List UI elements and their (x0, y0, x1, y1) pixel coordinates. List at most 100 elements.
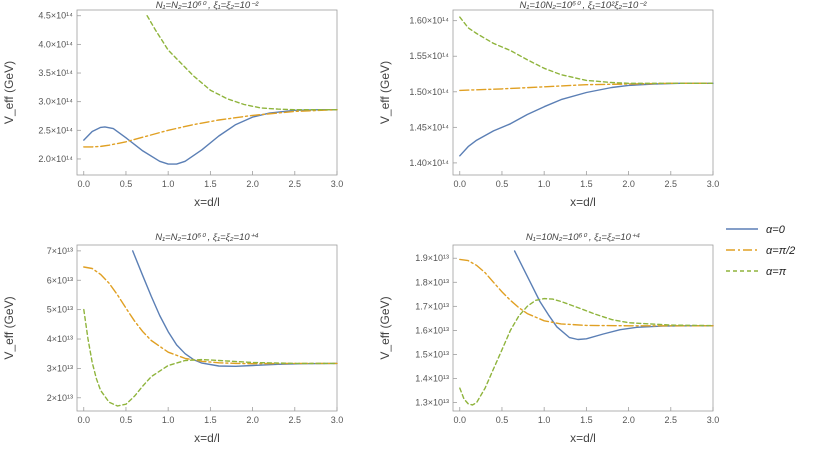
panel-title: N₁=10N₂=10⁶⁰ , ξ₁=ξ₂=10⁺⁴ (526, 232, 640, 243)
panel-bottom-right: 0.0 0.5 1.0 1.5 2.0 2.5 3.0 1.3×10¹³ 1.4×10¹³ 1.5… (378, 232, 719, 445)
y-tick-label: 2×10¹³ (47, 393, 73, 403)
x-tick-label: 0.0 (77, 415, 90, 425)
y-tick-label: 1.9×10¹³ (415, 253, 449, 263)
y-tick-label: 4×10¹³ (47, 334, 73, 344)
plot-frame (452, 9, 714, 176)
series-group (459, 16, 714, 157)
y-tick-label: 6×10¹³ (47, 275, 73, 285)
series-line (83, 266, 338, 365)
tick-group: 0.0 0.5 1.0 1.5 2.0 2.5 3.0 2.0×10¹⁴ 2.5×10¹⁴ 3.0… (38, 11, 343, 189)
y-tick-label: 2.5×10¹⁴ (38, 125, 73, 135)
y-tick-label: 4.0×10¹⁴ (38, 39, 73, 49)
x-tick-label: 2.5 (665, 415, 678, 425)
x-tick-label: 1.0 (538, 415, 551, 425)
series-line (83, 108, 338, 165)
series-line (459, 297, 714, 406)
x-tick-label: 2.5 (289, 415, 302, 425)
series-line (83, 108, 338, 148)
y-tick-label: 3×10¹³ (47, 363, 73, 373)
y-axis-label: V_eff (GeV) (2, 296, 16, 359)
series-line (459, 16, 714, 85)
plot-frame (76, 244, 338, 412)
y-tick-label: 3.5×10¹⁴ (38, 68, 73, 78)
y-axis-label: V_eff (GeV) (378, 296, 392, 359)
x-axis-label: x=d/l (570, 431, 596, 445)
series-line (459, 82, 714, 157)
tick-group: 0.0 0.5 1.0 1.5 2.0 2.5 3.0 1.40×10¹⁴ 1.45×10¹⁴ 1… (409, 16, 719, 189)
y-tick-label: 1.6×10¹³ (415, 325, 449, 335)
series-line (131, 250, 338, 367)
x-tick-label: 3.0 (707, 415, 720, 425)
series-group (83, 14, 338, 165)
x-tick-label: 2.5 (289, 179, 302, 189)
x-tick-label: 2.0 (246, 415, 259, 425)
plot-frame (76, 9, 338, 176)
x-tick-label: 0.5 (496, 415, 509, 425)
y-axis-label: V_eff (GeV) (2, 61, 16, 124)
legend-item-alpha-pi-half: α=π/2 (726, 245, 795, 257)
y-tick-label: 1.60×10¹⁴ (409, 16, 449, 26)
y-tick-label: 1.7×10¹³ (415, 301, 449, 311)
plot-frame (452, 244, 714, 412)
legend-label: α=π/2 (766, 245, 795, 257)
y-axis-label: V_eff (GeV) (378, 61, 392, 124)
x-tick-label: 1.5 (580, 179, 593, 189)
x-tick-label: 3.0 (331, 415, 344, 425)
x-axis-label: x=d/l (570, 195, 596, 209)
y-tick-label: 4.5×10¹⁴ (38, 11, 73, 21)
x-tick-label: 3.0 (331, 179, 344, 189)
y-tick-label: 1.55×10¹⁴ (409, 51, 449, 61)
panel-title: N₁=N₂=10⁶⁰ , ξ₁=ξ₂=10⁺⁴ (155, 232, 259, 243)
legend-label: α=π (766, 266, 787, 278)
panel-title: N₁=10N₂=10⁶⁰ , ξ₁=10²ξ₂=10⁻² (520, 0, 648, 11)
y-tick-label: 2.0×10¹⁴ (38, 154, 73, 164)
y-tick-label: 1.5×10¹³ (415, 349, 449, 359)
x-tick-label: 1.0 (162, 415, 175, 425)
x-tick-label: 2.0 (246, 179, 259, 189)
y-tick-label: 1.3×10¹³ (415, 398, 449, 408)
y-tick-label: 1.4×10¹³ (415, 374, 449, 384)
x-tick-label: 1.5 (204, 179, 217, 189)
series-group (83, 250, 338, 407)
x-tick-label: 2.5 (665, 179, 678, 189)
x-tick-label: 1.0 (162, 179, 175, 189)
series-line (83, 308, 338, 407)
series-group (459, 250, 714, 406)
x-tick-label: 3.0 (707, 179, 720, 189)
y-tick-label: 1.40×10¹⁴ (409, 158, 449, 168)
x-axis-label: x=d/l (194, 431, 220, 445)
tick-group: 0.0 0.5 1.0 1.5 2.0 2.5 3.0 1.3×10¹³ 1.4×10¹³ 1.5… (415, 253, 719, 425)
x-axis-label: x=d/l (194, 195, 220, 209)
x-tick-label: 0.5 (496, 179, 509, 189)
y-tick-label: 1.8×10¹³ (415, 277, 449, 287)
tick-group: 0.0 0.5 1.0 1.5 2.0 2.5 3.0 2×10¹³ 3×10¹³ 4×10¹³ 5… (47, 246, 344, 425)
x-tick-label: 0.5 (120, 179, 133, 189)
y-tick-label: 3.0×10¹⁴ (38, 97, 73, 107)
x-tick-label: 0.0 (77, 179, 90, 189)
y-tick-label: 5×10¹³ (47, 305, 73, 315)
series-line (513, 250, 714, 341)
x-tick-label: 2.0 (622, 179, 635, 189)
panel-top-right: 0.0 0.5 1.0 1.5 2.0 2.5 3.0 1.40×10¹⁴ 1.45×10¹⁴ 1… (378, 0, 719, 209)
y-tick-label: 7×10¹³ (47, 246, 73, 256)
x-tick-label: 0.0 (453, 415, 466, 425)
x-tick-label: 1.0 (538, 179, 551, 189)
x-tick-label: 2.0 (622, 415, 635, 425)
legend: α=0 α=π/2 α=π (726, 224, 795, 278)
legend-label: α=0 (766, 224, 786, 236)
x-tick-label: 0.5 (120, 415, 133, 425)
panel-bottom-left: 0.0 0.5 1.0 1.5 2.0 2.5 3.0 2×10¹³ 3×10¹³ 4×10¹³ 5… (2, 232, 343, 445)
x-tick-label: 1.5 (580, 415, 593, 425)
series-line (459, 82, 714, 92)
y-tick-label: 1.45×10¹⁴ (409, 122, 449, 132)
series-line (459, 258, 714, 327)
legend-item-alpha-0: α=0 (726, 224, 786, 236)
panel-top-left: 0.0 0.5 1.0 1.5 2.0 2.5 3.0 2.0×10¹⁴ 2.5×10¹⁴ 3.0… (2, 0, 343, 209)
series-line (146, 14, 338, 111)
legend-item-alpha-pi: α=π (726, 266, 787, 278)
x-tick-label: 1.5 (204, 415, 217, 425)
panel-title: N₁=N₂=10⁶⁰ , ξ₁=ξ₂=10⁻² (156, 0, 259, 11)
x-tick-label: 0.0 (453, 179, 466, 189)
y-tick-label: 1.50×10¹⁴ (409, 87, 449, 97)
